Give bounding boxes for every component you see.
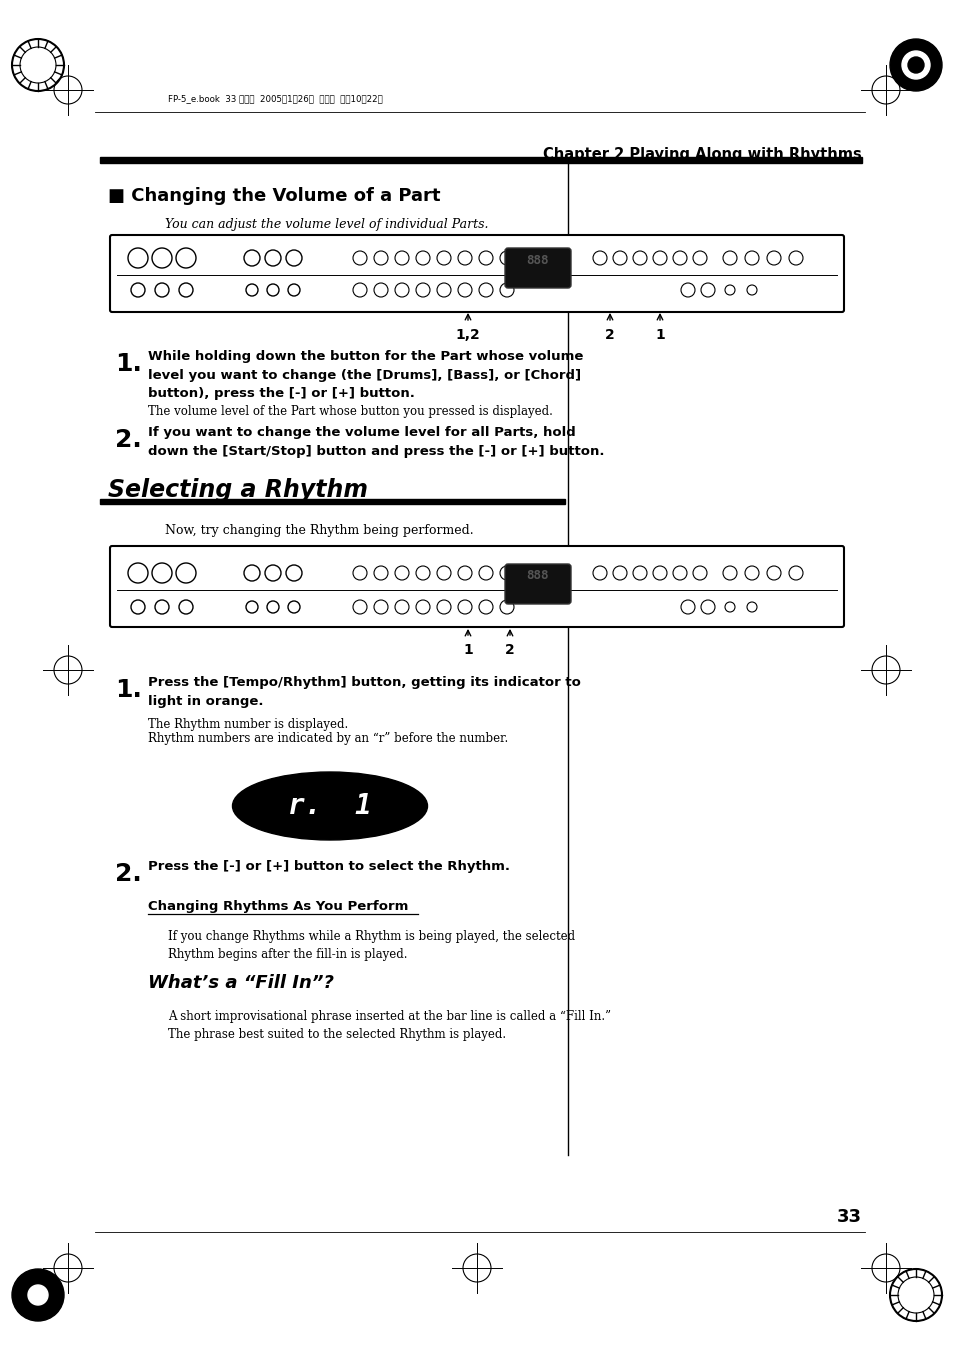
Text: A short improvisational phrase inserted at the bar line is called a “Fill In.”
T: A short improvisational phrase inserted … [168, 1011, 611, 1042]
Text: FP-5_e.book  33 ページ  2005年1月26日  水曜日  午前10時22分: FP-5_e.book 33 ページ 2005年1月26日 水曜日 午前10時2… [168, 95, 382, 103]
Bar [100, 499, 564, 504]
Text: If you want to change the volume level for all Parts, hold
down the [Start/Stop]: If you want to change the volume level f… [148, 426, 604, 458]
Text: While holding down the button for the Part whose volume
level you want to change: While holding down the button for the Pa… [148, 350, 583, 400]
FancyBboxPatch shape [504, 249, 571, 288]
Text: Changing Rhythms As You Perform: Changing Rhythms As You Perform [148, 900, 408, 913]
Text: ■ Changing the Volume of a Part: ■ Changing the Volume of a Part [108, 186, 440, 205]
Text: What’s a “Fill In”?: What’s a “Fill In”? [148, 974, 334, 992]
Text: You can adjust the volume level of individual Parts.: You can adjust the volume level of indiv… [165, 218, 488, 231]
Text: Chapter 2 Playing Along with Rhythms: Chapter 2 Playing Along with Rhythms [542, 147, 862, 162]
Circle shape [889, 39, 941, 91]
Text: 1,2: 1,2 [456, 328, 480, 342]
Text: 2: 2 [604, 328, 615, 342]
Text: Selecting a Rhythm: Selecting a Rhythm [108, 478, 368, 503]
Circle shape [901, 51, 929, 78]
Text: The Rhythm number is displayed.: The Rhythm number is displayed. [148, 717, 348, 731]
FancyBboxPatch shape [504, 563, 571, 604]
Text: 2.: 2. [115, 862, 142, 886]
Circle shape [907, 57, 923, 73]
Text: r.  1: r. 1 [288, 792, 372, 820]
Text: 1: 1 [462, 643, 473, 657]
FancyBboxPatch shape [110, 235, 843, 312]
Ellipse shape [233, 771, 427, 840]
Circle shape [12, 1269, 64, 1321]
Text: 1.: 1. [115, 353, 142, 376]
Text: 2.: 2. [115, 428, 142, 453]
Text: 888: 888 [526, 254, 549, 267]
Text: 33: 33 [836, 1208, 862, 1225]
Text: Rhythm numbers are indicated by an “r” before the number.: Rhythm numbers are indicated by an “r” b… [148, 732, 508, 744]
Text: Press the [Tempo/Rhythm] button, getting its indicator to
light in orange.: Press the [Tempo/Rhythm] button, getting… [148, 676, 580, 708]
Text: Press the [-] or [+] button to select the Rhythm.: Press the [-] or [+] button to select th… [148, 861, 510, 873]
Bar [100, 157, 862, 163]
FancyBboxPatch shape [110, 546, 843, 627]
Text: 2: 2 [504, 643, 515, 657]
Circle shape [28, 1285, 48, 1305]
Text: 888: 888 [526, 569, 549, 582]
Text: The volume level of the Part whose button you pressed is displayed.: The volume level of the Part whose butto… [148, 405, 553, 417]
Text: 1.: 1. [115, 678, 142, 703]
Text: 1: 1 [655, 328, 664, 342]
Text: If you change Rhythms while a Rhythm is being played, the selected
Rhythm begins: If you change Rhythms while a Rhythm is … [168, 929, 575, 961]
Text: Now, try changing the Rhythm being performed.: Now, try changing the Rhythm being perfo… [165, 524, 473, 536]
